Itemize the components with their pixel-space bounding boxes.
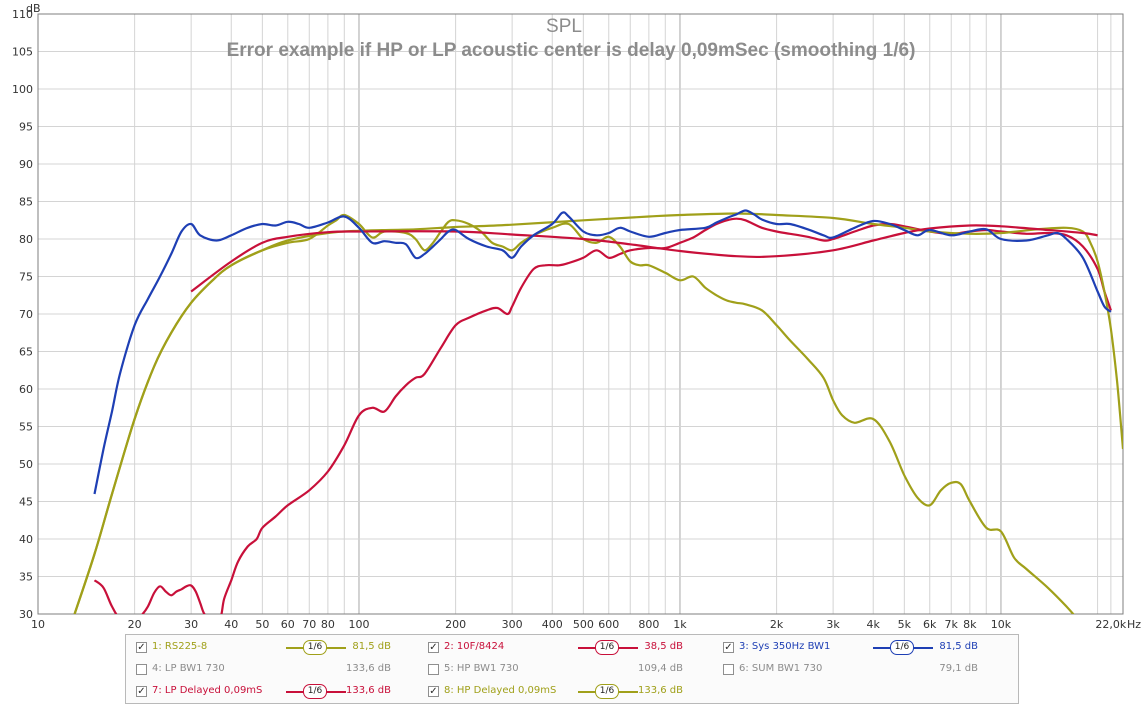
y-tick-label: 70 xyxy=(19,308,33,321)
y-tick-label: 105 xyxy=(12,46,33,59)
x-tick-label: 3k xyxy=(826,618,840,631)
smoothing-label: 1/6 xyxy=(303,640,327,655)
legend-label: 2: 10F/8424 xyxy=(444,641,505,652)
x-tick-label: 50 xyxy=(255,618,269,631)
smoothing-control[interactable]: 1/6 xyxy=(873,639,933,657)
legend-item[interactable]: 4: LP BW1 730 133,6 dB xyxy=(136,661,391,681)
legend-label: 4: LP BW1 730 xyxy=(152,663,225,674)
legend-label: 5: HP BW1 730 xyxy=(444,663,519,674)
y-tick-label: 50 xyxy=(19,458,33,471)
series-line-5 xyxy=(93,209,1112,495)
legend-checkbox[interactable]: ✓ xyxy=(136,686,147,697)
legend-checkbox[interactable]: ✓ xyxy=(136,642,147,653)
x-tick-label: 1k xyxy=(673,618,687,631)
x-tick-label: 2k xyxy=(770,618,784,631)
legend-value: 133,6 dB xyxy=(637,685,683,696)
y-tick-label: 60 xyxy=(19,383,33,396)
y-tick-label: 85 xyxy=(19,196,33,209)
x-tick-label: 4k xyxy=(867,618,881,631)
smoothing-label: 1/6 xyxy=(303,684,327,699)
y-tick-label: 95 xyxy=(19,121,33,134)
y-tick-label: 100 xyxy=(12,83,33,96)
x-tick-label: 10k xyxy=(991,618,1012,631)
x-tick-label: 30 xyxy=(184,618,198,631)
y-tick-label: 80 xyxy=(19,233,33,246)
legend-item[interactable]: 6: SUM BW1 730 79,1 dB xyxy=(723,661,978,681)
y-tick-label: 35 xyxy=(19,571,33,584)
legend-value: 81,5 dB xyxy=(939,641,978,652)
legend-panel: ✓ 1: RS225-8 1/6 81,5 dB ✓ 2: 10F/8424 1/6 38,5… xyxy=(125,634,1019,704)
series-line-2 xyxy=(73,213,1075,614)
y-tick-label: 65 xyxy=(19,346,33,359)
x-tick-label: 400 xyxy=(542,618,563,631)
series-line-1 xyxy=(93,217,1112,614)
smoothing-control[interactable]: 1/6 xyxy=(578,639,638,657)
series-layer xyxy=(73,209,1123,614)
x-axis-ticks: 10 20 30 40 50 60 70 80 100 200 300 400 500 600 800 1k 2… xyxy=(31,618,1127,631)
smoothing-label: 1/6 xyxy=(890,640,914,655)
x-tick-label: 300 xyxy=(502,618,523,631)
smoothing-control[interactable]: 1/6 xyxy=(286,639,346,657)
legend-value: 133,6 dB xyxy=(345,663,391,674)
series-line-4 xyxy=(190,224,1098,293)
y-axis-ticks: 110 105 100 95 90 85 80 75 70 65 60 55 50 45 40 35 30 xyxy=(12,8,33,621)
legend-item[interactable]: 5: HP BW1 730 109,4 dB xyxy=(428,661,683,681)
x-tick-label: 10 xyxy=(31,618,45,631)
x-tick-label: 100 xyxy=(348,618,369,631)
x-tick-label: 6k xyxy=(923,618,937,631)
smoothing-control[interactable]: 1/6 xyxy=(286,683,346,701)
x-tick-label: 80 xyxy=(321,618,335,631)
chart-title: SPL xyxy=(546,16,582,37)
y-tick-label: 75 xyxy=(19,271,33,284)
x-tick-label: 7k xyxy=(945,618,959,631)
y-tick-label: 110 xyxy=(12,8,33,21)
horizontal-gridlines xyxy=(38,13,1123,615)
y-unit-label: dB xyxy=(26,2,41,15)
legend-item[interactable]: ✓ 1: RS225-8 1/6 81,5 dB xyxy=(136,639,391,659)
legend-label: 8: HP Delayed 0,09mS xyxy=(444,685,557,696)
x-tick-label: 200 xyxy=(445,618,466,631)
legend-label: 1: RS225-8 xyxy=(152,641,208,652)
legend-checkbox[interactable]: ✓ xyxy=(723,642,734,653)
smoothing-control[interactable]: 1/6 xyxy=(578,683,638,701)
x-tick-label: 5k xyxy=(898,618,912,631)
legend-checkbox[interactable]: ✓ xyxy=(428,686,439,697)
y-tick-label: 90 xyxy=(19,158,33,171)
chart-subtitle: Error example if HP or LP acoustic cente… xyxy=(227,40,916,61)
legend-label: 3: Sys 350Hz BW1 xyxy=(739,641,831,652)
y-tick-label: 45 xyxy=(19,496,33,509)
legend-item[interactable]: ✓ 3: Sys 350Hz BW1 1/6 81,5 dB xyxy=(723,639,978,659)
legend-value: 79,1 dB xyxy=(939,663,978,674)
legend-item[interactable]: ✓ 2: 10F/8424 1/6 38,5 dB xyxy=(428,639,683,659)
y-tick-label: 30 xyxy=(19,608,33,621)
y-tick-label: 40 xyxy=(19,533,33,546)
x-tick-label: 8k xyxy=(963,618,977,631)
x-tick-label: 22,0k xyxy=(1095,618,1126,631)
legend-value: 109,4 dB xyxy=(637,663,683,674)
legend-item[interactable]: ✓ 8: HP Delayed 0,09mS 1/6 133,6 dB xyxy=(428,683,683,703)
legend-value: 38,5 dB xyxy=(644,641,683,652)
legend-checkbox[interactable] xyxy=(723,664,734,675)
legend-label: 7: LP Delayed 0,09mS xyxy=(152,685,263,696)
legend-item[interactable]: ✓ 7: LP Delayed 0,09mS 1/6 133,6 dB xyxy=(136,683,391,703)
legend-checkbox[interactable] xyxy=(136,664,147,675)
legend-checkbox[interactable] xyxy=(428,664,439,675)
smoothing-label: 1/6 xyxy=(595,640,619,655)
legend-value: 133,6 dB xyxy=(345,685,391,696)
x-tick-label: 70 xyxy=(302,618,316,631)
legend-value: 81,5 dB xyxy=(352,641,391,652)
x-tick-label: 500 xyxy=(573,618,594,631)
legend-checkbox[interactable]: ✓ xyxy=(428,642,439,653)
x-tick-label: 60 xyxy=(281,618,295,631)
x-tick-label: 20 xyxy=(128,618,142,631)
x-tick-label: 40 xyxy=(224,618,238,631)
legend-label: 6: SUM BW1 730 xyxy=(739,663,823,674)
x-unit-label: Hz xyxy=(1127,618,1141,631)
x-tick-label: 600 xyxy=(598,618,619,631)
x-tick-label: 800 xyxy=(638,618,659,631)
plot-area xyxy=(37,13,1124,615)
smoothing-label: 1/6 xyxy=(595,684,619,699)
y-tick-label: 55 xyxy=(19,421,33,434)
